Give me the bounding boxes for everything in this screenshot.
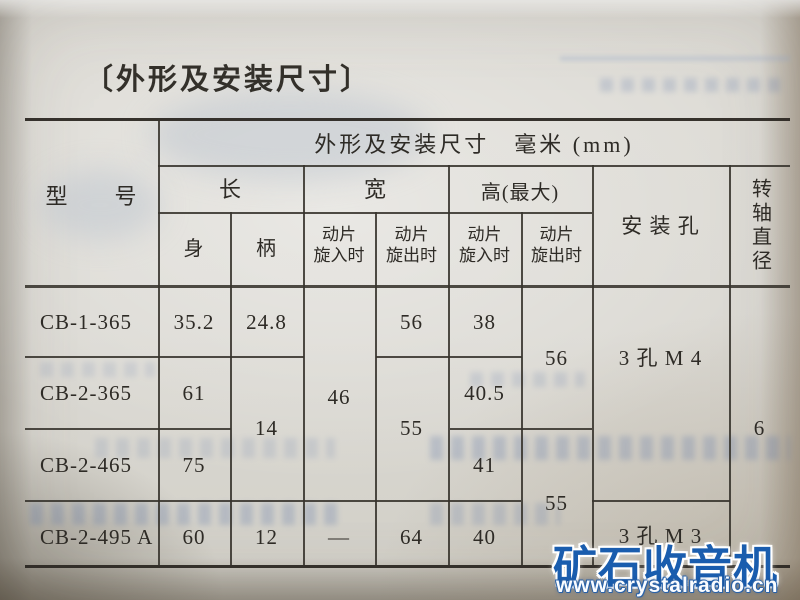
shaft-diameter-cell-merged: 6 xyxy=(753,415,766,440)
bleed-through-smudge xyxy=(30,503,340,525)
table-line xyxy=(25,500,521,502)
rotor-label: 动片 xyxy=(322,225,356,244)
table-line xyxy=(448,165,450,565)
height-rotor-out-cell-merged: 56 xyxy=(545,345,568,370)
table-line xyxy=(375,212,377,565)
rotor-label: 动片 xyxy=(467,225,502,244)
table-top-border xyxy=(25,118,790,121)
col-header-height: 高(最大) xyxy=(480,181,560,204)
mounting-holes-cell: 3 孔 M 3 xyxy=(618,524,703,548)
model-cell: CB-2-365 xyxy=(40,380,132,405)
table-line xyxy=(158,118,160,565)
table-line xyxy=(230,212,232,565)
col-header-mounting: 安 装 孔 xyxy=(621,214,700,238)
when-out-label: 旋出时 xyxy=(386,246,437,265)
col-header-height-rotor-out: 动片 旋出时 xyxy=(521,220,592,270)
bleed-through-smudge xyxy=(560,56,790,61)
height-rotor-in-cell: 40 xyxy=(473,524,496,549)
col-header-length: 长 xyxy=(218,177,242,202)
width-rotor-out-cell: 64 xyxy=(400,524,423,549)
table-bottom-border xyxy=(25,565,790,568)
table-line xyxy=(25,428,231,430)
body-length-cell: 60 xyxy=(182,524,206,549)
bleed-through-smudge xyxy=(600,78,780,92)
table-line xyxy=(592,500,730,502)
rotor-label: 动片 xyxy=(394,225,429,244)
mounting-holes-cell-merged: 3 孔 M 4 xyxy=(618,346,703,370)
handle-length-cell: 12 xyxy=(255,524,278,549)
table-line xyxy=(592,165,594,565)
table-line xyxy=(25,356,304,358)
table-title: 外形及安装尺寸 毫米 (mm) xyxy=(314,132,634,157)
bleed-through-smudge xyxy=(95,438,335,458)
bleed-through-smudge xyxy=(40,362,155,377)
watermark-url: www.crystalradio.cn xyxy=(556,574,779,597)
col-header-shaft: 转轴直径 xyxy=(748,177,771,274)
handle-length-cell-merged: 14 xyxy=(255,415,278,440)
body-length-cell: 61 xyxy=(182,380,206,405)
model-cell: CB-2-465 xyxy=(40,452,132,477)
col-header-width-rotor-in: 动片 旋入时 xyxy=(303,220,375,270)
bleed-through-smudge xyxy=(430,503,560,525)
body-length-cell: 75 xyxy=(182,452,206,477)
col-header-handle: 柄 xyxy=(256,237,277,260)
height-rotor-out-cell-merged: 55 xyxy=(545,490,568,515)
when-in-label: 旋入时 xyxy=(459,246,510,265)
height-rotor-in-cell: 38 xyxy=(473,309,496,334)
col-header-width: 宽 xyxy=(363,177,387,202)
col-header-body: 身 xyxy=(183,237,205,260)
watermark-logo-text: 矿石收音机 xyxy=(553,543,778,592)
model-cell: CB-2-495 A xyxy=(40,524,154,549)
width-rotor-out-cell-merged: 55 xyxy=(400,415,423,440)
model-cell: CB-1-365 xyxy=(40,309,132,334)
scan-light-patch xyxy=(40,170,160,240)
table-line xyxy=(158,165,790,167)
table-line xyxy=(25,285,790,288)
width-rotor-in-cell-merged: 46 xyxy=(327,384,351,409)
col-header-width-rotor-out: 动片 旋出时 xyxy=(375,220,448,270)
bleed-through-smudge xyxy=(470,372,585,387)
table-line xyxy=(303,165,305,565)
when-in-label: 旋入时 xyxy=(313,246,365,265)
handle-length-cell: 24.8 xyxy=(246,309,287,334)
rotor-label: 动片 xyxy=(539,225,574,244)
height-rotor-in-cell: 41 xyxy=(473,452,496,477)
table-line xyxy=(729,165,731,565)
col-header-model: 型 号 xyxy=(45,184,138,209)
table-line xyxy=(521,212,523,565)
when-out-label: 旋出时 xyxy=(531,246,582,265)
col-header-height-rotor-in: 动片 旋入时 xyxy=(448,220,521,270)
width-rotor-out-cell: 56 xyxy=(400,309,423,334)
width-rotor-in-cell: — xyxy=(328,524,350,549)
height-rotor-in-cell: 40.5 xyxy=(464,380,505,405)
body-length-cell: 35.2 xyxy=(173,309,215,334)
page-title: 〔外形及安装尺寸〕 xyxy=(84,64,373,96)
